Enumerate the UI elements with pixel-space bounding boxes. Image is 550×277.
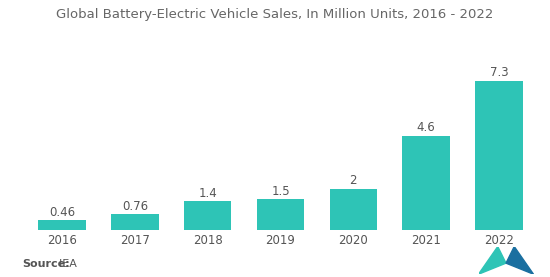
Text: 1.5: 1.5 (271, 184, 290, 198)
Polygon shape (478, 247, 506, 274)
Bar (403, 136, 450, 230)
Text: Global Battery-Electric Vehicle Sales, In Million Units, 2016 - 2022: Global Battery-Electric Vehicle Sales, I… (56, 8, 494, 21)
Text: IEA: IEA (52, 259, 77, 269)
Bar (39, 220, 86, 230)
Text: 2: 2 (350, 174, 357, 187)
Bar (257, 199, 304, 230)
Bar (111, 214, 158, 230)
Polygon shape (506, 247, 534, 274)
Text: 4.6: 4.6 (417, 121, 436, 134)
Bar (475, 81, 522, 230)
Text: 0.76: 0.76 (122, 200, 148, 213)
Text: 0.46: 0.46 (49, 206, 75, 219)
Text: 7.3: 7.3 (490, 66, 508, 79)
Text: Source:: Source: (22, 259, 70, 269)
Bar (329, 189, 377, 230)
Text: 1.4: 1.4 (199, 187, 217, 200)
Bar (184, 201, 232, 230)
